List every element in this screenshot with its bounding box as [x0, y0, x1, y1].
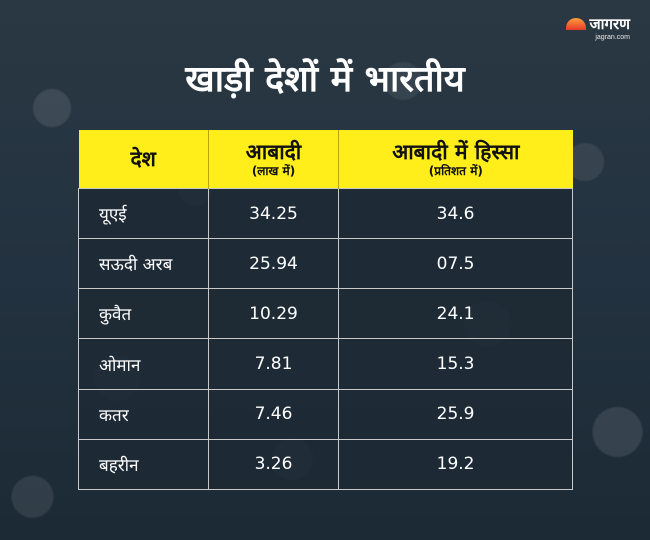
- cell-population: 3.26: [207, 438, 340, 491]
- sun-icon: [565, 18, 586, 30]
- indians-gulf-table: देश आबादी (लाख में) आबादी में हिस्सा (प्…: [78, 130, 573, 491]
- header-share-unit: (प्रतिशत में): [428, 164, 483, 178]
- table-row: यूएई 34.25 34.6: [78, 187, 573, 240]
- cell-share: 34.6: [338, 187, 573, 240]
- cell-share: 15.3: [338, 338, 573, 390]
- header-country: देश: [78, 130, 209, 189]
- jagran-logo: जागरण jagran.com: [546, 16, 630, 48]
- cell-population: 25.94: [207, 238, 340, 290]
- cell-population: 34.25: [207, 187, 340, 240]
- table-row: कतर 7.46 25.9: [78, 388, 573, 440]
- header-country-label: देश: [130, 147, 156, 171]
- cell-population: 7.46: [207, 388, 340, 440]
- table-row: बहरीन 3.26 19.2: [78, 438, 573, 491]
- brand-domain: jagran.com: [595, 34, 630, 41]
- header-population-unit: (लाख में): [251, 164, 296, 178]
- table-row: सऊदी अरब 25.94 07.5: [78, 238, 573, 290]
- cell-share: 07.5: [338, 238, 573, 290]
- cell-country: यूएई: [78, 187, 209, 240]
- header-share-label: आबादी में हिस्सा: [392, 140, 520, 164]
- table-row: कुवैत 10.29 24.1: [78, 288, 573, 340]
- page-title: खाड़ी देशों में भारतीय: [185, 59, 465, 100]
- cell-share: 25.9: [338, 388, 573, 440]
- table-row: ओमान 7.81 15.3: [78, 338, 573, 390]
- header-share: आबादी में हिस्सा (प्रतिशत में): [338, 130, 573, 189]
- brand-name: जागरण: [589, 15, 630, 33]
- table-header-row: देश आबादी (लाख में) आबादी में हिस्सा (प्…: [78, 130, 573, 189]
- header-population: आबादी (लाख में): [208, 130, 340, 189]
- cell-country: बहरीन: [78, 438, 209, 491]
- cell-share: 24.1: [338, 288, 573, 340]
- cell-country: कुवैत: [78, 288, 209, 340]
- header-population-label: आबादी: [245, 140, 302, 164]
- cell-country: ओमान: [78, 338, 209, 390]
- cell-share: 19.2: [338, 438, 573, 491]
- cell-country: कतर: [78, 388, 209, 440]
- cell-country: सऊदी अरब: [78, 238, 209, 290]
- cell-population: 10.29: [207, 288, 340, 340]
- cell-population: 7.81: [207, 338, 340, 390]
